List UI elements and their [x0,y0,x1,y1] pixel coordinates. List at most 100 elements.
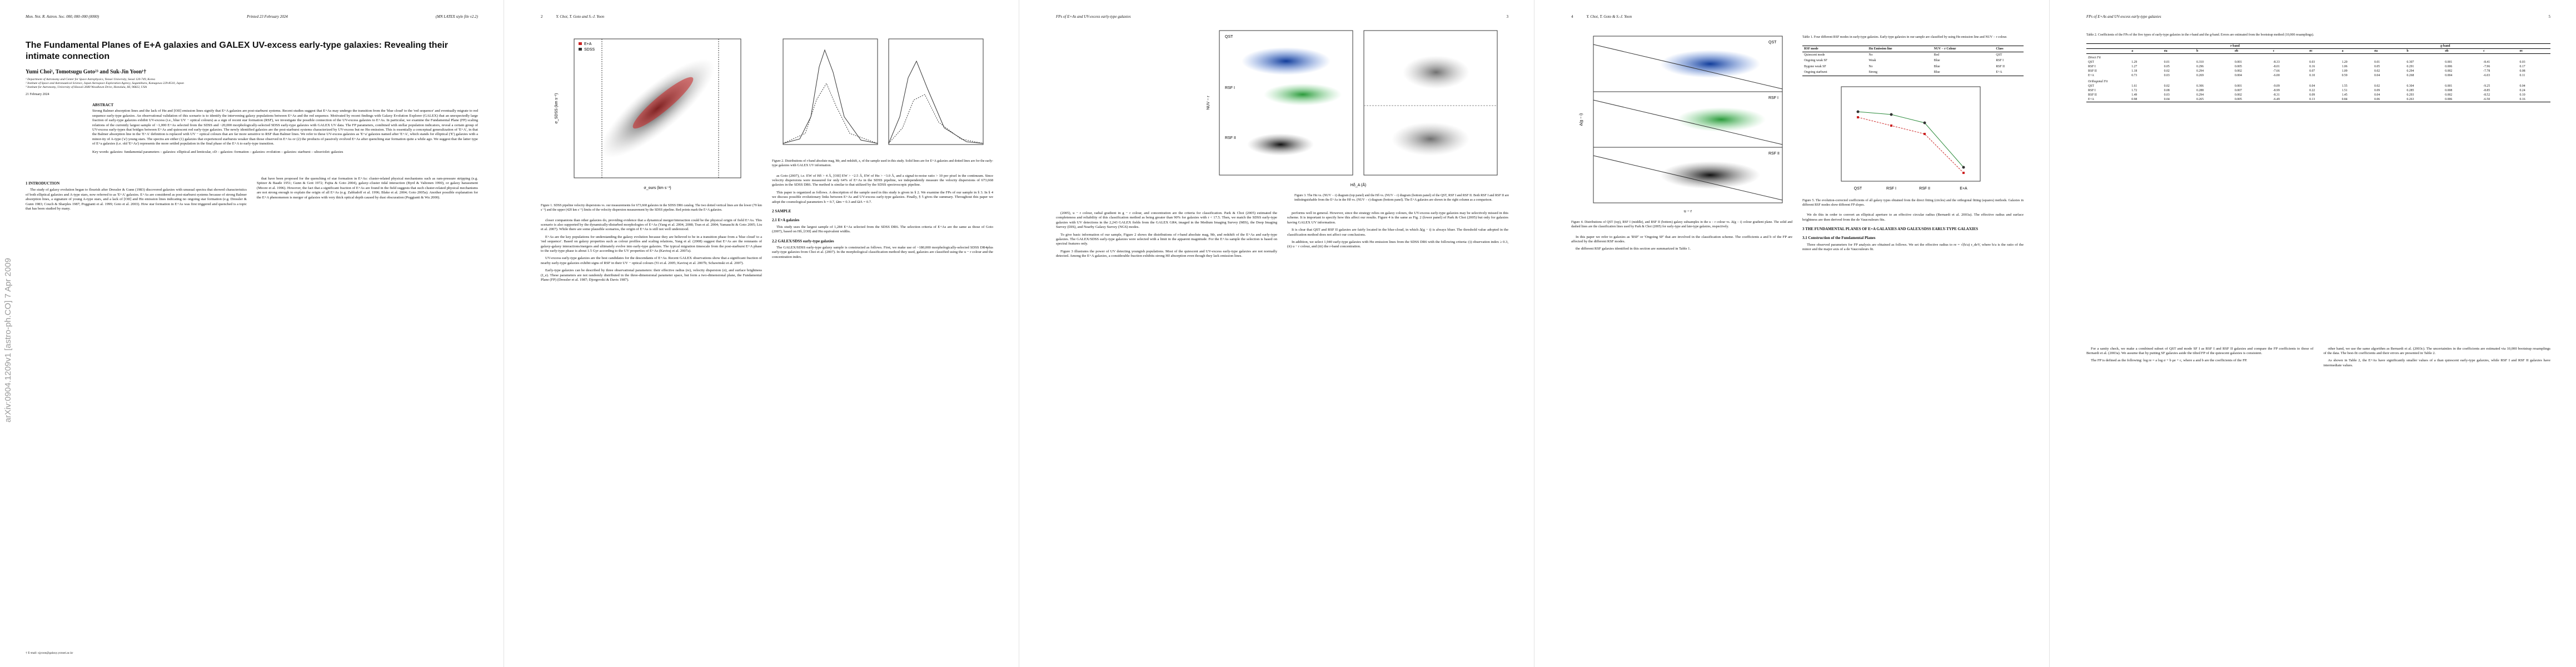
table-cell: -7.96 [2483,64,2490,68]
table-row: E+A 0.73 0.03 0.269 0.004 -6.00 0.10 0.59 0.04 0.… [2086,73,2550,78]
column: (2005), u − r colour, radial gradient in… [1056,33,1277,262]
table-cell: -6.49 [2273,97,2280,101]
table-cell: -8.85 [2483,88,2490,92]
table-cell: 0.006 [2445,97,2453,101]
paragraph: other hand, we use the same algorithm as… [2323,346,2551,355]
panel-label: RSF I [1225,86,1235,90]
table-cell: 1.61 [2131,84,2137,88]
journal: Mon. Not. R. Astron. Soc. 000, 000–000 (… [26,14,99,19]
table-row: QST 1.29 0.01 0.310 0.001 -8.33 0.03 1.20 0.01 0.… [2086,60,2550,64]
column-header: NUV − r Colour [1934,47,1956,51]
section-heading: 3.1 Construction of the Fundamental Plan… [1802,236,1876,241]
legend-label: SDSS [584,48,595,52]
table-cell: 0.59 [2341,73,2348,77]
table-cell: -6.50 [2483,97,2490,101]
section-heading: 3 THE FUNDAMENTAL PLANES OF E+A GALAXIES… [1802,227,1979,232]
table-row: Ongoing weak SF Weak Blue RSF I [1802,58,2024,63]
x-axis-label: u − r [1684,210,1692,213]
table-caption: Table 1. Four different RSF modes in ear… [1802,36,2007,39]
table-cell: -6.00 [2273,73,2280,77]
table-cell: 0.265 [2196,97,2204,101]
table-cell: 0.03 [2164,93,2170,97]
running-head: FPs of E+As and UV-excess early-type gal… [1056,14,1131,19]
table-cell: 0.01 [2374,60,2380,64]
figure-caption: Figure 2. Distributions of r-band absolu… [772,160,993,167]
table-row: Ongoing starburst Strong Blue E+A [1802,69,2024,76]
table-cell: RSF II [2088,93,2097,97]
table-cell: 0.24 [2519,88,2525,92]
table-caption: Table 2. Coefficients of the FPs of the … [2086,33,2314,37]
table-cell: 1.09 [2341,69,2348,73]
section-heading: 2.1 E+A galaxies [772,218,800,223]
text-flow: performs well in general. However, since… [1287,211,1508,250]
table-cell: 0.004 [2234,73,2242,77]
table-row: QST 1.61 0.02 0.306 0.001 -9.09 0.04 1.55 0.02 0.… [2086,84,2550,88]
table-cell: -8.01 [2273,64,2280,68]
paragraph: The study of galaxy evolution began to f… [26,188,247,211]
table-cell: No [1869,53,1873,57]
table-cell: 0.04 [2374,93,2380,97]
section-heading: 2.2 GALEX/SDSS early-type galaxies [772,238,834,243]
column: 1 INTRODUCTION The study of galaxy evolu… [26,177,247,214]
paragraph: In this paper we refer to galaxies as 'R… [1571,235,1792,243]
column: that have been proposed for the quenchin… [257,177,478,214]
column: Figure 2. Distributions of r-band absolu… [772,33,993,285]
table-cell: -8.99 [2273,88,2280,92]
table-row: Bygone weak SF No Blue RSF II [1802,64,2024,69]
page-1: arXiv:0904.1209v1 [astro-ph.CO] 7 Apr 20… [0,0,504,667]
table-cell: E+A [2088,97,2094,101]
table-cell: 0.269 [2196,73,2204,77]
paragraph: that have been proposed for the quenchin… [257,177,478,200]
x-axis-label: Hδ_A (Å) [1351,182,1366,187]
table-cell: 1.72 [2131,88,2137,92]
table-cell: 0.006 [2445,64,2453,68]
table-cell: Strong [1869,71,1877,74]
table-cell: 0.007 [2234,88,2242,92]
table-row: Quiescent mode No Red QST [1802,52,2024,58]
table-cell: 1.55 [2341,84,2348,88]
paragraph: To give basic information of our sample,… [1056,232,1277,246]
column-header: b [2406,49,2409,53]
table-header-row: a σa b σb c σc a σa b σb c σc [2086,48,2550,54]
table-cell: QST [2088,84,2094,88]
x-tick-label: E+A [1960,187,1967,191]
figure-3: QST RSF I RSF II Hδ_A (Å) NUV − r [1207,30,1498,187]
table-cell: RSF II [2088,69,2097,73]
table-cell: E+A [2088,73,2094,77]
table-cell: -8.52 [2483,93,2490,97]
x-axis-label: σ_ours (km s⁻¹) [644,186,671,190]
table-cell: 0.001 [2445,84,2453,88]
figure-caption: Figure 3. The Hα vs. (NUV − r) diagram (… [1294,194,1509,202]
table-cell: 0.005 [2234,97,2242,101]
page-number: 5 [2548,14,2551,19]
table-cell: 0.02 [2374,84,2380,88]
table-cell: Weak [1869,59,1876,63]
table-cell: 0.001 [2445,60,2453,64]
table-cell: 0.03 [2164,73,2170,77]
figure-1: E+A SDSS σ_ours (km s⁻¹) σ_SDSS (km s⁻¹) [555,38,741,190]
column-header [2086,48,2130,53]
authors: Yumi Choi¹, Tomotsugu Goto²³ and Suk-Jin… [26,69,147,75]
table-cell: 1.51 [2341,88,2348,92]
table-cell: QST [1996,53,2002,57]
table-cell: 0.001 [2234,60,2242,64]
body: 1 INTRODUCTION The study of galaxy evolu… [26,177,478,214]
running-head: FPs of E+As and UV-excess early-type gal… [2086,14,2161,19]
table-cell: 0.294 [2406,69,2414,73]
table-cell: 0.73 [2131,73,2137,77]
page-5: FPs of E+As and UV-excess early-type gal… [2061,0,2576,667]
table-cell: -8.31 [2273,93,2280,97]
table-cell: 1.06 [2341,64,2348,68]
table-2: r-band g-band a σa b σb c σc a σa b σb c σc Direct Fit… [2086,43,2550,102]
table-header-row: RSF mode Hα Emission line NUV − r Colour Cl… [1802,46,2024,52]
table-cell: 0.294 [2196,69,2204,73]
figure-5: QST RSF I RSF II E+A [1841,86,1981,191]
table-cell: 0.002 [2445,93,2453,97]
table-cell: 0.02 [2164,69,2170,73]
table-cell: 0.16 [2309,64,2315,68]
table-cell: -6.03 [2483,73,2490,77]
table-cell: 0.05 [2374,64,2380,68]
table-cell: -7.78 [2483,69,2490,73]
table-cell: 0.09 [2309,93,2315,97]
